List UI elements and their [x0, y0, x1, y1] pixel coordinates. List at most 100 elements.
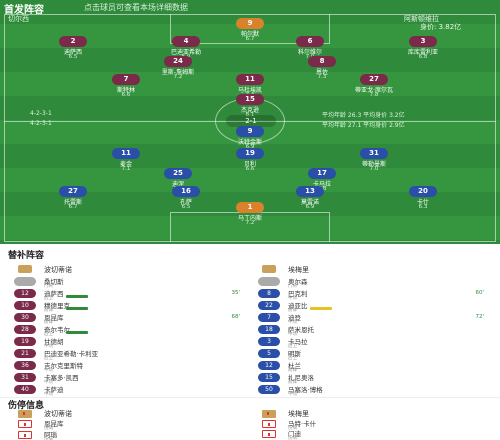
sub-number: 30: [14, 313, 36, 322]
injury-row[interactable]: 马特·卡什 伤病: [252, 418, 492, 431]
sub-number: 22: [258, 301, 280, 310]
sub-number: 18: [258, 325, 280, 334]
player-number: 15: [236, 94, 264, 105]
player-number: 25: [164, 168, 192, 179]
sub-position: 前锋: [44, 308, 53, 313]
sub-number: 19: [14, 337, 36, 346]
player-name: 斯特林: [116, 87, 135, 94]
sub-row[interactable]: 40 卡萨迪 中场: [8, 384, 248, 397]
sub-minute: 35': [231, 290, 240, 296]
player-rating: 7.8: [369, 92, 379, 98]
coach-name: 波切蒂诺: [44, 410, 72, 418]
sub-name: 扎尼奥洛: [288, 374, 314, 382]
sub-position: 前锋: [288, 368, 297, 373]
sub-name: 卡萨迪: [44, 386, 64, 394]
player-marker[interactable]: 9 帕尔默 6.7: [217, 18, 283, 44]
sub-row[interactable]: 3 卡马拉 后卫: [252, 336, 492, 349]
home-formation: 4-2-3-1: [30, 110, 52, 117]
player-marker[interactable]: 19 贝利 6.6: [217, 148, 283, 174]
sub-name: 甘德胡: [44, 338, 64, 346]
sub-position: 中场: [44, 380, 53, 385]
sub-name: 迪亚比: [288, 302, 308, 310]
injury-row[interactable]: 恩昆库 伤病: [8, 418, 248, 431]
sub-row[interactable]: 8 巴克利 中场 60': [252, 288, 492, 301]
sub-number: 12: [258, 361, 280, 370]
injury-row[interactable]: 阿瑙 伤病: [8, 429, 248, 440]
home-injury-coach-row[interactable]: 波切蒂诺: [8, 408, 248, 418]
sub-minute: 60': [475, 290, 484, 296]
sub-minute: 68': [231, 314, 240, 320]
sub-name: 迪萨西: [44, 290, 64, 298]
player-marker[interactable]: 11 麦金 7.1: [93, 148, 159, 174]
player-name: 恩佐: [315, 69, 328, 76]
injury-icon: [18, 431, 32, 439]
player-marker[interactable]: 31 蒂勒曼斯 7.0: [341, 148, 407, 174]
player-number: 1: [236, 202, 264, 213]
player-marker[interactable]: 15 杰克逊 8.1: [217, 94, 283, 120]
player-marker[interactable]: 7 斯特林 6.6: [93, 74, 159, 100]
sub-row[interactable]: 桑切斯 门将: [8, 276, 248, 289]
player-number: 9: [236, 18, 264, 29]
player-number: 11: [112, 148, 140, 159]
home-coach-row[interactable]: 波切蒂诺: [8, 262, 248, 276]
away-subs-list: 埃梅里 奥尔森 门将 8 巴克利 中场 60' 22 迪亚比 前锋 7 迪登 中场 72' 18 萨…: [252, 262, 492, 397]
player-name: 卡马拉: [312, 181, 331, 188]
sub-row[interactable]: 5 明斯 后卫: [252, 348, 492, 361]
away-injury-coach-row[interactable]: 埃梅里: [252, 408, 492, 418]
sub-row[interactable]: 19 甘德胡 中场: [8, 336, 248, 349]
player-number: 27: [59, 186, 87, 197]
sub-row[interactable]: 30 恩昆库 前锋 68': [8, 312, 248, 325]
sub-row[interactable]: 10 穆德里克 前锋: [8, 300, 248, 313]
sub-row[interactable]: 12 迪萨西 后卫 35': [8, 288, 248, 301]
sub-name: 巴迪亚希勒·卡利亚: [44, 350, 99, 358]
player-marker[interactable]: 2 迪萨西 6.5: [40, 36, 106, 62]
player-marker[interactable]: 9 沃特金斯 6.9: [217, 126, 283, 152]
away-team-label[interactable]: 阿斯顿维拉: [404, 15, 439, 23]
player-marker[interactable]: 1 马丁内斯 7.2: [217, 202, 283, 228]
sub-position: 中场: [288, 332, 297, 337]
injury-row[interactable]: 门迪 伤病: [252, 428, 492, 440]
player-rating: 6.8: [418, 54, 428, 60]
player-marker[interactable]: 13 莫雷诺 6.9: [277, 186, 343, 212]
player-number: 2: [59, 36, 87, 47]
player-marker[interactable]: 27 蒂亚戈·席尔瓦 7.8: [341, 74, 407, 100]
player-marker[interactable]: 3 库库雷利亚 6.8: [390, 36, 456, 62]
home-team-label[interactable]: 切尔西: [8, 15, 29, 23]
sub-row[interactable]: 50 马塞洛·博格 中场: [252, 384, 492, 397]
sub-row[interactable]: 36 吉尔克里斯特 中场: [8, 360, 248, 373]
pitch-stripe: [0, 216, 500, 240]
sub-row[interactable]: 15 扎尼奥洛 前锋: [252, 372, 492, 385]
lineup-title-bar: 首发阵容 点击球员可查看本场详细数据: [0, 0, 500, 16]
sub-row[interactable]: 奥尔森 门将: [252, 276, 492, 289]
sub-row[interactable]: 12 杜兰 前锋: [252, 360, 492, 373]
sub-row[interactable]: 22 迪亚比 前锋: [252, 300, 492, 313]
injury-status: 伤病: [288, 436, 297, 440]
player-marker[interactable]: 27 托雷斯 6.7: [40, 186, 106, 212]
player-number: 19: [236, 148, 264, 159]
sub-name: 穆德里克: [44, 302, 70, 310]
sub-row[interactable]: 18 萨米恩托 中场: [252, 324, 492, 337]
away-coach-row[interactable]: 埃梅里: [252, 262, 492, 276]
sub-row[interactable]: 21 巴迪亚希勒·卡利亚 后卫: [8, 348, 248, 361]
player-number: 24: [164, 56, 192, 67]
player-rating: 8.1: [245, 112, 255, 118]
coach-name: 波切蒂诺: [44, 266, 72, 274]
sub-position: 前锋: [288, 308, 297, 313]
player-marker[interactable]: 24 里斯-詹姆斯 7.2: [145, 56, 211, 82]
sub-row[interactable]: 31 卡塞多·凯西 中场: [8, 372, 248, 385]
injury-status: 伤病: [44, 437, 53, 440]
sub-row[interactable]: 28 奇尔韦尔 后卫: [8, 324, 248, 337]
sub-name: 桑切斯: [44, 278, 64, 286]
pitch-boundary: [4, 14, 496, 242]
player-marker[interactable]: 20 卡什 6.3: [390, 186, 456, 212]
sub-name: 杜兰: [288, 362, 301, 370]
sub-number: 10: [14, 301, 36, 310]
player-marker[interactable]: 16 孔萨 6.5: [153, 186, 219, 212]
player-number: 31: [360, 148, 388, 159]
player-marker[interactable]: 8 恩佐 7.3: [289, 56, 355, 82]
sub-name: 吉尔克里斯特: [44, 362, 83, 370]
home-team-stats: 平均年龄 26.3 平均身价 3.2亿: [322, 112, 405, 119]
player-rating: 6.5: [181, 204, 191, 210]
sub-row[interactable]: 7 迪登 中场 72': [252, 312, 492, 325]
injury-name: 门迪: [288, 430, 301, 438]
